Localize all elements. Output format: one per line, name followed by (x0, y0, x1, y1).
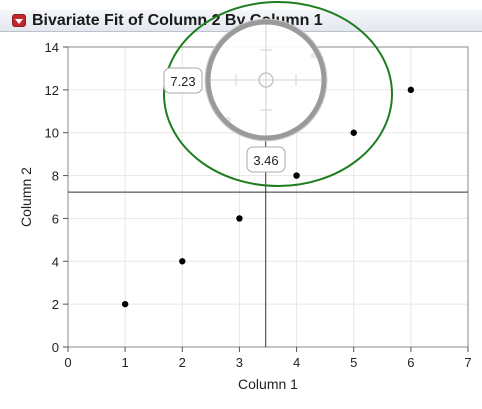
data-point (236, 215, 243, 222)
y-readout: 7.23 (170, 74, 195, 89)
x-tick-label: 7 (464, 355, 471, 370)
data-point (179, 258, 186, 265)
x-tick-label: 3 (236, 355, 243, 370)
x-readout: 3.46 (253, 153, 278, 168)
y-tick-label: 4 (52, 254, 59, 269)
data-point (293, 172, 300, 179)
y-tick-label: 2 (52, 297, 59, 312)
y-axis-title: Column 2 (18, 167, 34, 227)
data-point (407, 86, 415, 94)
crosshair-magnifier-icon[interactable] (204, 18, 328, 142)
y-tick-label: 12 (45, 83, 59, 98)
data-point (350, 129, 357, 136)
y-axis-ticks: 0 2 4 6 8 10 12 14 (45, 40, 68, 355)
y-tick-label: 8 (52, 169, 59, 184)
report-header: Bivariate Fit of Column 2 By Column 1 (0, 10, 482, 32)
x-tick-label: 0 (64, 355, 71, 370)
x-tick-label: 1 (122, 355, 129, 370)
y-readout-callout: 7.23 (163, 67, 203, 94)
y-tick-label: 0 (52, 340, 59, 355)
y-tick-label: 10 (45, 126, 59, 141)
x-tick-label: 5 (350, 355, 357, 370)
x-axis-title: Column 1 (238, 376, 298, 392)
data-point (121, 300, 129, 308)
red-triangle-menu-icon[interactable] (12, 14, 26, 27)
x-tick-label: 4 (293, 355, 300, 370)
x-tick-label: 2 (179, 355, 186, 370)
y-tick-label: 6 (52, 211, 59, 226)
x-tick-label: 6 (407, 355, 414, 370)
x-readout-callout: 3.46 (246, 146, 286, 173)
x-axis-ticks: 0 1 2 3 4 5 6 7 (64, 347, 472, 370)
y-tick-label: 14 (45, 40, 59, 55)
highlight-ellipse (163, 1, 393, 187)
